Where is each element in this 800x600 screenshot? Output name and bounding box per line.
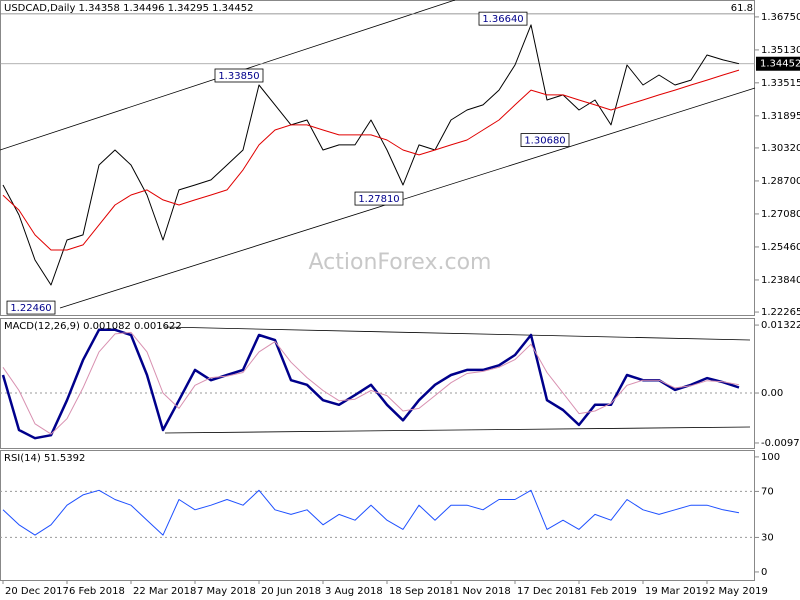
annotation-label: 1.33850 <box>218 71 259 82</box>
last-price-box <box>756 56 800 71</box>
x-tick-label: 19 Mar 2019 <box>645 586 708 597</box>
y-tick-label: 1.33515 <box>761 78 800 89</box>
channel-lower <box>59 87 756 309</box>
x-tick-label: 1 Feb 2019 <box>581 586 637 597</box>
series-line <box>2 331 740 435</box>
x-tick-label: 20 Jun 2018 <box>261 586 321 597</box>
x-tick-label: 22 Mar 2018 <box>133 586 196 597</box>
y-tick-label: 1.28700 <box>761 176 800 187</box>
series-line <box>2 24 740 286</box>
annotation-box <box>354 191 404 206</box>
watermark: ActionForex.com <box>309 250 492 275</box>
panel-title: RSI(14) 51.5392 <box>4 453 85 464</box>
y-tick-label: 30 <box>761 532 774 543</box>
y-tick-label: 1.23840 <box>761 275 800 286</box>
panel-title: MACD(12,26,9) 0.001082 0.001622 <box>4 321 182 332</box>
y-tick-label: 0.013224 <box>761 320 800 331</box>
x-tick-label: 3 Aug 2018 <box>325 586 383 597</box>
last-price-label: 1.34452 <box>760 59 800 70</box>
annotation-label: 1.30680 <box>524 136 565 147</box>
annotation-label: 1.27810 <box>358 194 399 205</box>
x-tick-label: 20 Dec 2017 <box>5 586 69 597</box>
y-tick-label: 1.35130 <box>761 45 800 56</box>
x-tick-label: 18 Sep 2018 <box>389 586 452 597</box>
macd-trend-lower <box>164 426 751 434</box>
annotation-box <box>214 68 264 83</box>
series-line <box>2 489 740 536</box>
annotation-box <box>520 133 570 147</box>
rsi-panel <box>0 450 755 581</box>
macd-panel <box>0 318 755 449</box>
y-tick-label: 0 <box>761 567 767 578</box>
x-tick-label: 2 May 2019 <box>709 586 768 597</box>
annotation-label: 1.36640 <box>482 14 523 25</box>
y-tick-label: -0.009721 <box>761 438 800 449</box>
y-tick-label: 100 <box>761 452 780 463</box>
header: USDCAD,Daily 1.34358 1.34496 1.34295 1.3… <box>4 3 254 14</box>
y-tick-label: 70 <box>761 486 774 497</box>
y-tick-label: 0.00 <box>761 388 783 399</box>
fib-label: 61.8 <box>731 3 753 14</box>
x-tick-label: 17 Dec 2018 <box>517 586 581 597</box>
y-tick-label: 1.27080 <box>761 209 800 220</box>
annotation-box <box>478 11 528 26</box>
y-tick-label: 1.30320 <box>761 143 800 154</box>
x-tick-label: 6 Feb 2018 <box>69 586 125 597</box>
y-tick-label: 1.36750 <box>761 12 800 23</box>
annotation-label: 1.22460 <box>10 303 51 314</box>
macd-trend-upper <box>164 326 751 341</box>
y-tick-label: 1.31895 <box>761 111 800 122</box>
y-tick-label: 1.22265 <box>761 307 800 318</box>
annotation-box <box>6 300 56 315</box>
x-tick-label: 7 May 2018 <box>197 586 256 597</box>
y-tick-label: 1.25460 <box>761 242 800 253</box>
price-panel <box>0 0 755 316</box>
x-tick-label: 1 Nov 2018 <box>453 586 511 597</box>
series-line <box>2 69 740 251</box>
